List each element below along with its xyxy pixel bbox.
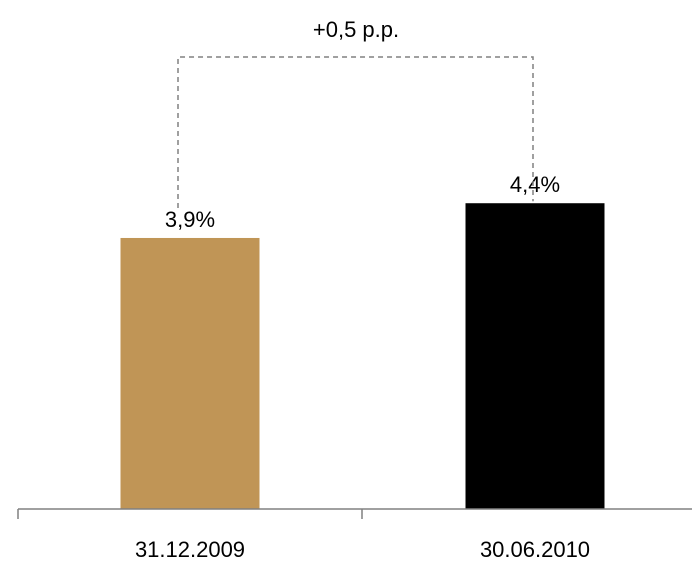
labels: 3,9% 31.12.2009 4,4% 30.06.2010 xyxy=(135,172,590,561)
data-label-1: 3,9% xyxy=(165,207,215,232)
bar-1 xyxy=(120,237,260,509)
annotation-label: +0,5 p.p. xyxy=(313,17,399,42)
bars xyxy=(120,203,605,509)
data-label-2: 4,4% xyxy=(510,172,560,197)
change-annotation: +0,5 p.p. xyxy=(177,17,534,208)
category-label-2: 30.06.2010 xyxy=(480,537,590,561)
x-axis xyxy=(17,508,692,519)
bar-2 xyxy=(465,203,605,509)
category-label-1: 31.12.2009 xyxy=(135,537,245,561)
annotation-bracket xyxy=(177,56,534,208)
